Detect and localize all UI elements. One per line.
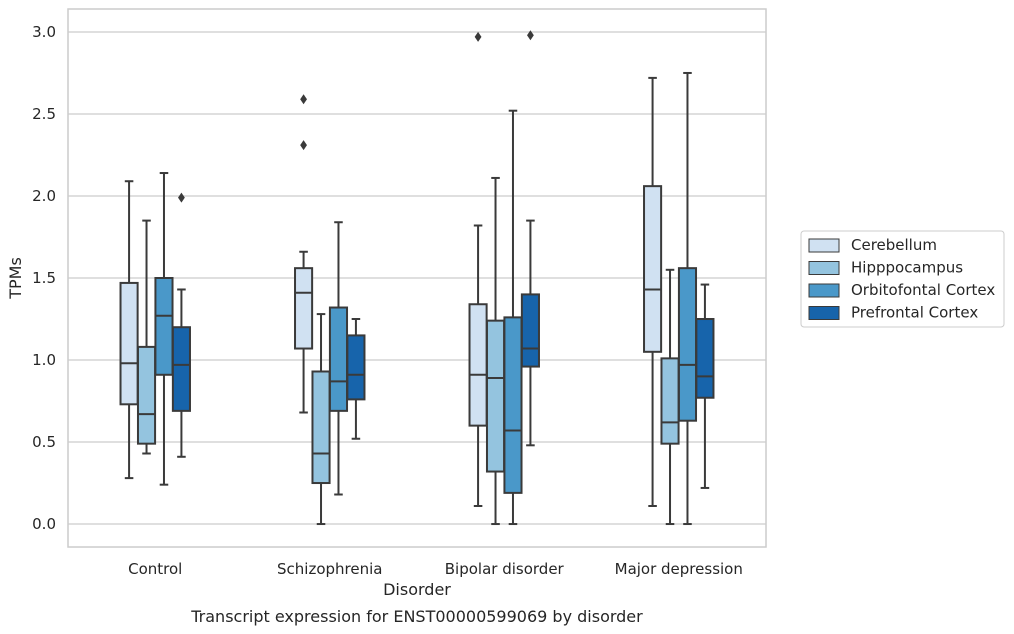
box-iqr [468, 303, 488, 427]
box [328, 221, 349, 496]
box [346, 318, 366, 440]
legend-items: Cerebellum Hipppocampus Orbitofontal Corte… [808, 236, 995, 322]
outlier-point [300, 94, 307, 105]
box [154, 172, 174, 486]
outlier-point [474, 31, 482, 42]
box [311, 313, 331, 526]
box [468, 31, 488, 507]
box-iqr [695, 318, 715, 399]
box [695, 283, 715, 489]
box-iqr [503, 316, 523, 494]
figure-caption: Transcript expression for ENST0000059906… [190, 607, 643, 626]
x-tick-label: Schizophrenia [277, 560, 382, 578]
box-iqr [154, 277, 174, 376]
box [520, 30, 540, 447]
box-iqr [346, 334, 366, 401]
box [119, 180, 139, 480]
box-iqr [171, 326, 191, 412]
box [136, 219, 157, 455]
y-tick-label: 3.0 [32, 23, 56, 41]
legend-label: Prefrontal Cortex [851, 304, 978, 322]
y-tick-label: 1.0 [32, 351, 56, 369]
legend-swatch [808, 238, 840, 253]
legend-swatch [808, 283, 840, 298]
legend-swatch [808, 306, 840, 320]
box-iqr [643, 185, 663, 353]
box-iqr [485, 319, 506, 473]
y-tick-label: 0.5 [32, 433, 56, 451]
box-iqr [311, 370, 331, 485]
legend: Cerebellum Hipppocampus Orbitofontal Corte… [800, 230, 1005, 328]
legend-label: Hipppocampus [851, 259, 963, 277]
box [677, 71, 698, 526]
x-tick-label: Bipolar disorder [445, 560, 565, 578]
box-iqr [136, 345, 157, 445]
x-tick-label: Control [128, 560, 182, 578]
legend-swatch [808, 261, 840, 275]
x-tick-labels: Control Schizophrenia Bipolar disorder Majo… [128, 560, 743, 578]
outlier-point [178, 192, 185, 203]
box-iqr [119, 281, 139, 406]
outlier-point [527, 30, 534, 41]
box [643, 76, 663, 507]
legend-label: Orbitofontal Cortex [851, 281, 995, 299]
box [503, 109, 523, 526]
box-series [119, 30, 715, 526]
legend-label: Cerebellum [851, 236, 937, 254]
x-axis-label: Disorder [383, 580, 451, 599]
outlier-point [300, 140, 307, 151]
legend-frame [800, 230, 1005, 328]
x-tick-label: Major depression [615, 560, 743, 578]
y-tick-label: 2.5 [32, 105, 56, 123]
y-axis-label: TPMs [6, 257, 25, 300]
y-tick-labels: 0.0 0.5 1.0 1.5 2.0 2.5 3.0 [32, 23, 56, 533]
plot-frame [67, 8, 767, 548]
box-iqr [520, 293, 540, 368]
box [171, 192, 191, 458]
y-tick-label: 1.5 [32, 269, 56, 287]
box-iqr [328, 306, 349, 412]
box-iqr [294, 267, 314, 350]
box-iqr [660, 357, 680, 445]
box-iqr [677, 267, 698, 422]
y-tick-label: 2.0 [32, 187, 56, 205]
y-tick-label: 0.0 [32, 515, 56, 533]
box [485, 176, 506, 526]
box [294, 94, 314, 414]
